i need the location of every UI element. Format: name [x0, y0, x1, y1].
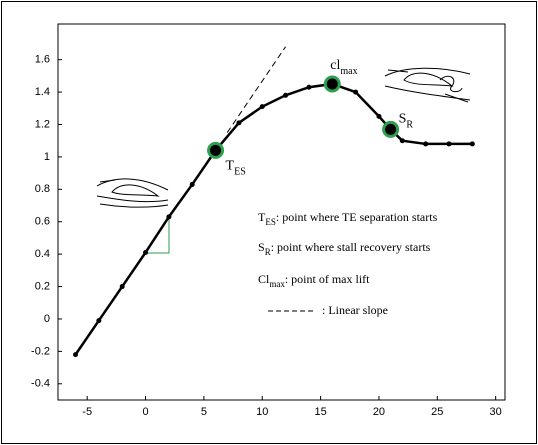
label-main: cl [330, 58, 340, 73]
label-sub: max [340, 66, 357, 77]
x-tick-label: -5 [82, 406, 92, 418]
label-main: T [226, 159, 235, 174]
point [469, 141, 475, 147]
key-point-label: clmax [330, 58, 357, 77]
y-tick-label: 1 [44, 151, 50, 163]
point [446, 141, 452, 147]
label-sub: R [406, 119, 413, 130]
airfoil-stalled [384, 67, 471, 103]
key-point [323, 75, 341, 93]
note: TES: point where TE separation starts [258, 210, 438, 227]
point [283, 92, 289, 98]
point [166, 214, 172, 220]
point [306, 84, 312, 90]
x-tick-label: 30 [490, 406, 502, 418]
label-main: S [399, 112, 407, 127]
key-point [382, 120, 400, 138]
point [353, 89, 359, 95]
point [423, 141, 429, 147]
point [143, 250, 149, 256]
y-tick-label: 0 [44, 313, 50, 325]
note: SR: point where stall recovery starts [258, 240, 431, 257]
y-tick-label: -0.2 [31, 345, 50, 357]
y-tick-label: 1.4 [35, 86, 50, 98]
point [96, 318, 102, 324]
point [189, 181, 195, 187]
note: Clmax: point of max lift [258, 272, 370, 289]
point [399, 138, 405, 144]
y-tick-label: 1.6 [35, 54, 50, 66]
key-point-label: SR [399, 112, 414, 131]
y-tick-label: 0.6 [35, 216, 50, 228]
y-tick-label: -0.4 [31, 378, 50, 390]
y-tick-label: 0.2 [35, 280, 50, 292]
key-point [207, 141, 225, 159]
slope-triangle [145, 218, 170, 254]
x-tick-label: 10 [256, 406, 268, 418]
point [236, 120, 242, 126]
x-tick-label: 0 [142, 406, 148, 418]
linear-slope [226, 46, 286, 133]
airfoil-attached [96, 178, 169, 208]
key-point-label: TES [226, 159, 246, 178]
x-tick-label: 20 [373, 406, 385, 418]
legend-label: : Linear slope [322, 303, 388, 317]
point [73, 352, 79, 358]
x-tick-label: 25 [431, 406, 443, 418]
y-tick-label: 0.4 [35, 248, 50, 260]
point [259, 104, 265, 110]
point [119, 284, 125, 290]
point [376, 113, 382, 119]
x-tick-label: 5 [201, 406, 207, 418]
x-tick-label: 15 [314, 406, 326, 418]
plot-box [57, 23, 506, 401]
label-sub: ES [234, 166, 246, 177]
y-tick-label: 0.8 [35, 183, 50, 195]
y-tick-label: 1.2 [35, 118, 50, 130]
